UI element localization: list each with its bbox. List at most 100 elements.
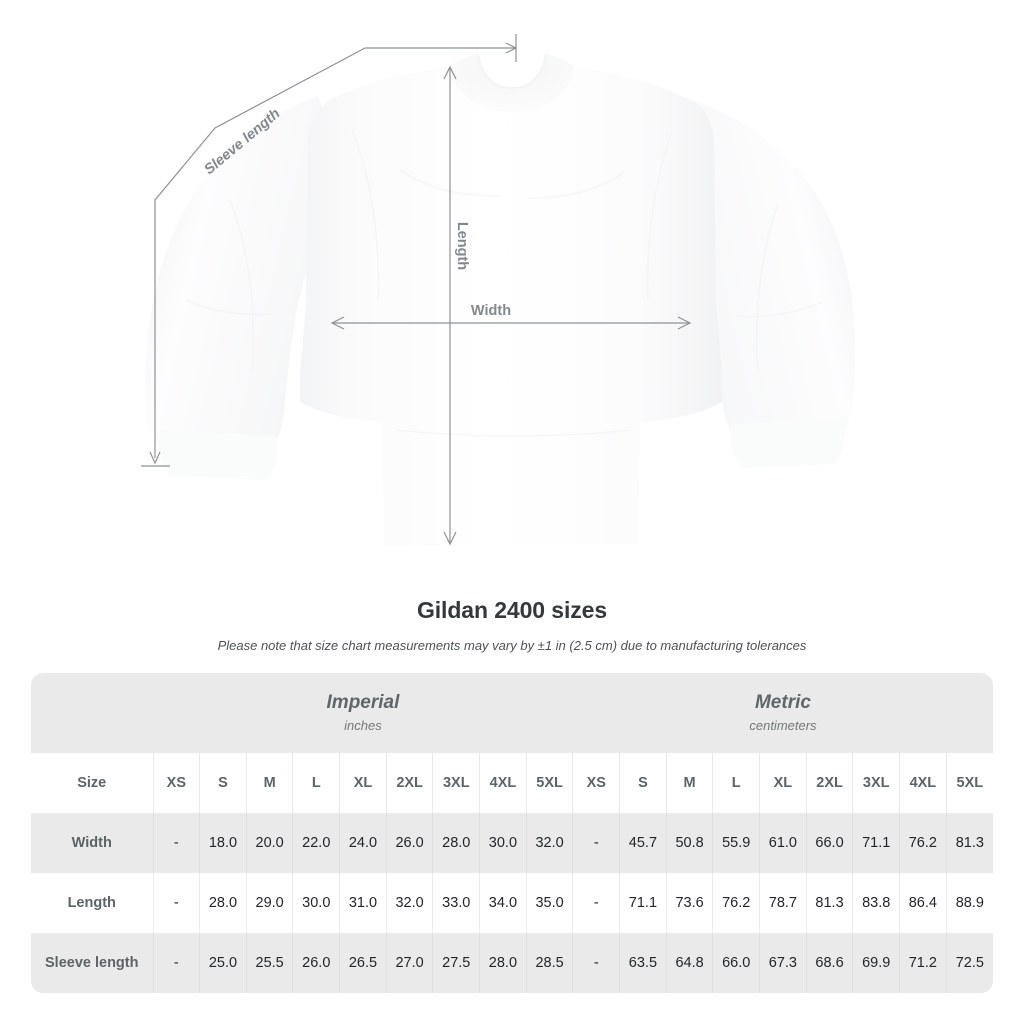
size-header-metric-3xl: 3XL [852,753,900,813]
cell-length-imperial-4xl: 34.0 [479,873,527,933]
size-header-imperial-4xl: 4XL [479,753,527,813]
cell-width-metric-xl: 61.0 [759,813,807,873]
cell-length-imperial-2xl: 32.0 [385,873,433,933]
cell-length-metric-3xl: 83.8 [852,873,900,933]
cell-sleeve-length-imperial-2xl: 27.0 [385,933,433,993]
width-label: Width [471,303,511,319]
shirt-body [300,68,722,546]
size-column-label: Size [31,753,153,813]
cell-length-metric-m: 73.6 [665,873,713,933]
length-measure [443,65,457,546]
cell-sleeve-length-metric-xl: 67.3 [759,933,807,993]
cell-sleeve-length-imperial-3xl: 27.5 [432,933,480,993]
row-label-width: Width [31,813,153,873]
cell-width-imperial-s: 18.0 [199,813,247,873]
size-header-metric-m: M [665,753,713,813]
cell-sleeve-length-metric-5xl: 72.5 [945,933,993,993]
cell-width-metric-xs: - [572,813,620,873]
cell-width-imperial-5xl: 32.0 [525,813,573,873]
cell-sleeve-length-imperial-l: 26.0 [292,933,340,993]
cell-width-imperial-l: 22.0 [292,813,340,873]
cell-sleeve-length-imperial-5xl: 28.5 [525,933,573,993]
cell-width-imperial-xl: 24.0 [339,813,387,873]
cell-sleeve-length-imperial-m: 25.5 [245,933,293,993]
size-chart-table-wrapper: Imperial inches Metric centimeters Size XS S M L… [31,673,993,993]
cell-length-metric-l: 76.2 [712,873,760,933]
cell-sleeve-length-metric-m: 64.8 [665,933,713,993]
size-header-imperial-5xl: 5XL [525,753,573,813]
unit-banner-row: Imperial inches Metric centimeters [31,673,993,753]
size-header-imperial-l: L [292,753,340,813]
cell-width-metric-3xl: 71.1 [852,813,900,873]
cell-length-metric-s: 71.1 [619,873,667,933]
cell-length-metric-2xl: 81.3 [805,873,853,933]
table-row: Width -18.0 20.0 22.0 24.0 26.0 28.0 30.0 32.0-4… [31,813,993,873]
right-cuff [730,418,848,468]
collar-inner [477,53,547,89]
size-header-metric-xl: XL [759,753,807,813]
unit-name: Metric [754,691,811,713]
collar [450,54,574,112]
cell-sleeve-length-metric-2xl: 68.6 [805,933,853,993]
size-header-metric-l: L [712,753,760,813]
measurement-lines [141,34,692,546]
cell-length-imperial-xs: - [152,873,200,933]
table-row: Sleeve length -25.0 25.5 26.0 26.5 27.0 27.5 28… [31,933,993,993]
cell-length-imperial-l: 30.0 [292,873,340,933]
cell-width-imperial-m: 20.0 [245,813,293,873]
cell-length-metric-xl: 78.7 [759,873,807,933]
cell-width-metric-2xl: 66.0 [805,813,853,873]
cell-sleeve-length-metric-l: 66.0 [712,933,760,993]
length-label: Length [454,222,470,270]
cell-sleeve-length-metric-s: 63.5 [619,933,667,993]
size-header-metric-xs: XS [572,753,620,813]
cell-length-metric-5xl: 88.9 [945,873,993,933]
cell-width-metric-m: 50.8 [665,813,713,873]
cell-length-imperial-5xl: 35.0 [525,873,573,933]
size-header-imperial-s: S [199,753,247,813]
size-header-imperial-m: M [245,753,293,813]
cell-sleeve-length-metric-4xl: 71.2 [899,933,947,993]
cell-sleeve-length-imperial-4xl: 28.0 [479,933,527,993]
unit-banner-metric: Metric centimeters [572,673,993,753]
page-title: Gildan 2400 sizes [416,597,608,623]
cell-width-metric-s: 45.7 [619,813,667,873]
sleeve-length-measure [141,34,518,467]
tolerance-note: Please note that size chart measurements… [217,638,807,653]
size-header-imperial-2xl: 2XL [385,753,433,813]
cell-length-imperial-m: 29.0 [245,873,293,933]
size-header-imperial-3xl: 3XL [432,753,480,813]
size-header-imperial-xl: XL [339,753,387,813]
row-label-sleeve-length: Sleeve length [31,933,153,993]
garment-illustration: Sleeve length Length Width [141,34,855,546]
cell-width-imperial-3xl: 28.0 [432,813,480,873]
size-header-metric-5xl: 5XL [945,753,993,813]
unit-banner-imperial: Imperial inches [153,673,573,753]
table-row: Length -28.0 29.0 30.0 31.0 32.0 33.0 34.0 35.0-… [31,873,993,933]
left-cuff [158,430,278,480]
unit-subtitle: centimeters [749,717,817,733]
cell-width-metric-4xl: 76.2 [899,813,947,873]
cell-width-imperial-4xl: 30.0 [479,813,527,873]
cell-sleeve-length-imperial-xl: 26.5 [339,933,387,993]
unit-subtitle: inches [344,717,382,733]
cell-width-metric-l: 55.9 [712,813,760,873]
size-header-imperial-xs: XS [152,753,200,813]
size-header-metric-s: S [619,753,667,813]
cell-length-metric-4xl: 86.4 [899,873,947,933]
cell-width-metric-5xl: 81.3 [945,813,993,873]
title-block: Gildan 2400 sizes Please note that size … [0,596,1024,654]
unit-name: Imperial [326,691,400,713]
cell-length-metric-xs: - [572,873,620,933]
shirt-graphic [145,53,855,546]
cell-width-imperial-xs: - [152,813,200,873]
size-header-metric-4xl: 4XL [899,753,947,813]
size-header-metric-2xl: 2XL [805,753,853,813]
fabric-folds [185,129,823,437]
cell-sleeve-length-imperial-s: 25.0 [199,933,247,993]
width-measure [330,316,692,330]
cell-sleeve-length-metric-3xl: 69.9 [852,933,900,993]
size-chart-table: Imperial inches Metric centimeters Size XS S M L… [31,673,993,993]
cell-sleeve-length-metric-xs: - [572,933,620,993]
cell-width-imperial-2xl: 26.0 [385,813,433,873]
